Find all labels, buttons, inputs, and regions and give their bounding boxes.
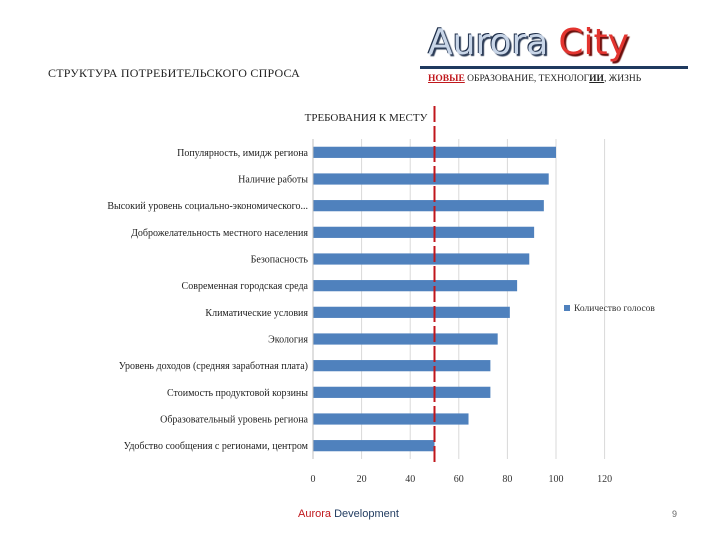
x-tick-label: 80 <box>502 474 512 485</box>
brand-logo: Aurora City <box>428 22 678 64</box>
category-label: Климатические условия <box>205 308 308 319</box>
legend-swatch <box>564 305 570 311</box>
bar <box>313 440 435 452</box>
category-label: Популярность, имидж региона <box>177 148 308 159</box>
category-label: Наличие работы <box>238 175 308 186</box>
x-tick-label: 60 <box>454 474 464 485</box>
brand-logo-aurora: Aurora <box>428 22 549 63</box>
footer-brand-development: Development <box>331 508 399 520</box>
bar <box>313 333 498 345</box>
brand-logo-city: City <box>558 22 629 63</box>
page-number: 9 <box>672 509 678 519</box>
category-labels: Популярность, имидж региона Наличие работ… <box>107 148 308 452</box>
category-label: Уровень доходов (средняя заработная плат… <box>119 361 308 372</box>
x-tick-label: 40 <box>405 474 415 485</box>
tagline-accent: НОВЫЕ <box>428 74 465 84</box>
x-tick-labels: 0 20 40 60 80 100 120 <box>311 474 613 485</box>
category-label: Образовательный уровень региона <box>160 415 308 426</box>
x-tick-label: 20 <box>357 474 367 485</box>
category-label: Высокий уровень социально-экономического… <box>107 201 308 212</box>
category-label: Доброжелательность местного населения <box>131 228 308 239</box>
grid-lines <box>361 139 606 459</box>
brand-underline <box>420 66 688 69</box>
bar <box>313 173 549 185</box>
footer-brand-aurora: Aurora <box>298 508 332 520</box>
bar <box>313 360 491 372</box>
legend: Количество голосов <box>564 304 655 314</box>
tagline-end: , ЖИЗНЬ <box>603 74 642 84</box>
category-label: Безопасность <box>251 255 309 266</box>
bar <box>313 226 535 238</box>
category-label: Современная городская среда <box>182 281 309 292</box>
chart-title: ТРЕБОВАНИЯ К МЕСТУ <box>305 112 428 124</box>
bar <box>313 386 491 398</box>
footer-brand: Aurora Development <box>298 508 399 520</box>
category-label: Экология <box>268 335 308 346</box>
category-label: Удобство сообщения с регионами, центром <box>124 441 309 452</box>
bar <box>313 413 469 425</box>
section-title: СТРУКТУРА ПОТРЕБИТЕЛЬСКОГО СПРОСА <box>48 66 300 80</box>
bar <box>313 200 544 212</box>
x-tick-label: 0 <box>311 474 316 485</box>
legend-label: Количество голосов <box>574 304 655 314</box>
tagline-strong: ИИ <box>589 74 604 84</box>
category-label: Стоимость продуктовой корзины <box>167 388 308 399</box>
bar <box>313 253 530 265</box>
tagline: НОВЫЕ ОБРАЗОВАНИЕ, ТЕХНОЛОГИИ, ЖИЗНЬ <box>428 74 641 84</box>
bar <box>313 306 510 318</box>
x-tick-label: 120 <box>597 474 612 485</box>
x-tick-label: 100 <box>549 474 564 485</box>
tagline-mid: ОБРАЗОВАНИЕ, ТЕХНОЛОГ <box>467 74 590 84</box>
bar <box>313 280 518 292</box>
